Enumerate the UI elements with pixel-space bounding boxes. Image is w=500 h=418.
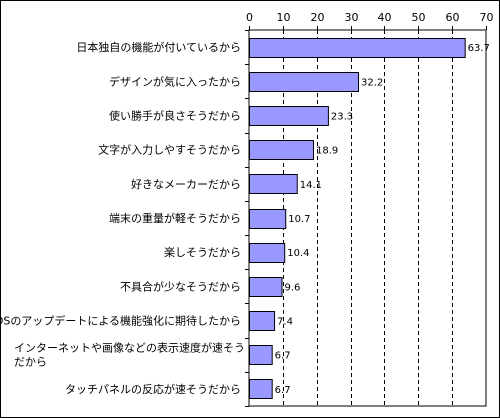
bar	[249, 379, 273, 399]
bar	[249, 345, 273, 365]
bar	[249, 140, 314, 160]
bar	[249, 106, 329, 126]
plot-area	[248, 29, 487, 407]
x-tick-label: 50	[412, 11, 426, 24]
category-label: 楽しそうだから	[164, 246, 241, 259]
x-tick-label: 10	[277, 11, 291, 24]
bar	[249, 311, 276, 331]
category-label: タッチパネルの反応が速そうだから	[65, 382, 241, 396]
bar	[249, 209, 287, 229]
data-label: 6.7	[275, 351, 291, 362]
bar	[249, 38, 466, 58]
category-label: インターネットや画像などの表示速度が速そうだから	[14, 341, 245, 369]
x-tick-label: 0	[246, 11, 253, 24]
category-label: 文字が入力しやすそうだから	[98, 143, 241, 157]
data-label: 14.1	[300, 180, 322, 191]
bar	[249, 174, 298, 194]
bar	[249, 243, 286, 263]
x-tick-label: 60	[446, 11, 460, 24]
category-label-line: だから	[14, 356, 47, 369]
data-label: 9.6	[285, 282, 301, 293]
category-label: OSのアップデートによる機能強化に期待したから	[0, 314, 241, 328]
category-label-line: インターネットや画像などの表示速度が速そう	[14, 341, 245, 355]
data-label: 63.7	[468, 43, 490, 54]
x-tick-label: 70	[480, 11, 494, 24]
category-label: 使い勝手が良さそうだから	[109, 108, 241, 122]
category-label: 好きなメーカーだから	[131, 177, 241, 191]
data-label: 32.2	[361, 77, 383, 88]
bar	[249, 72, 360, 92]
data-label: 18.9	[316, 146, 338, 157]
data-label: 23.3	[331, 111, 353, 122]
data-label: 7.4	[277, 317, 293, 328]
data-label: 10.4	[287, 248, 309, 259]
category-label: 日本独自の機能が付いているから	[76, 40, 241, 54]
bar	[249, 277, 283, 297]
category-label: 不具合が少なそうだから	[120, 279, 241, 293]
category-label: 端末の重量が軽そうだから	[109, 211, 241, 225]
x-tick-label: 40	[378, 11, 392, 24]
x-tick-label: 20	[311, 11, 325, 24]
data-label: 10.7	[288, 214, 310, 225]
category-label: デザインが気に入ったから	[109, 74, 241, 88]
data-label: 6.7	[275, 385, 291, 396]
x-tick-label: 30	[345, 11, 359, 24]
